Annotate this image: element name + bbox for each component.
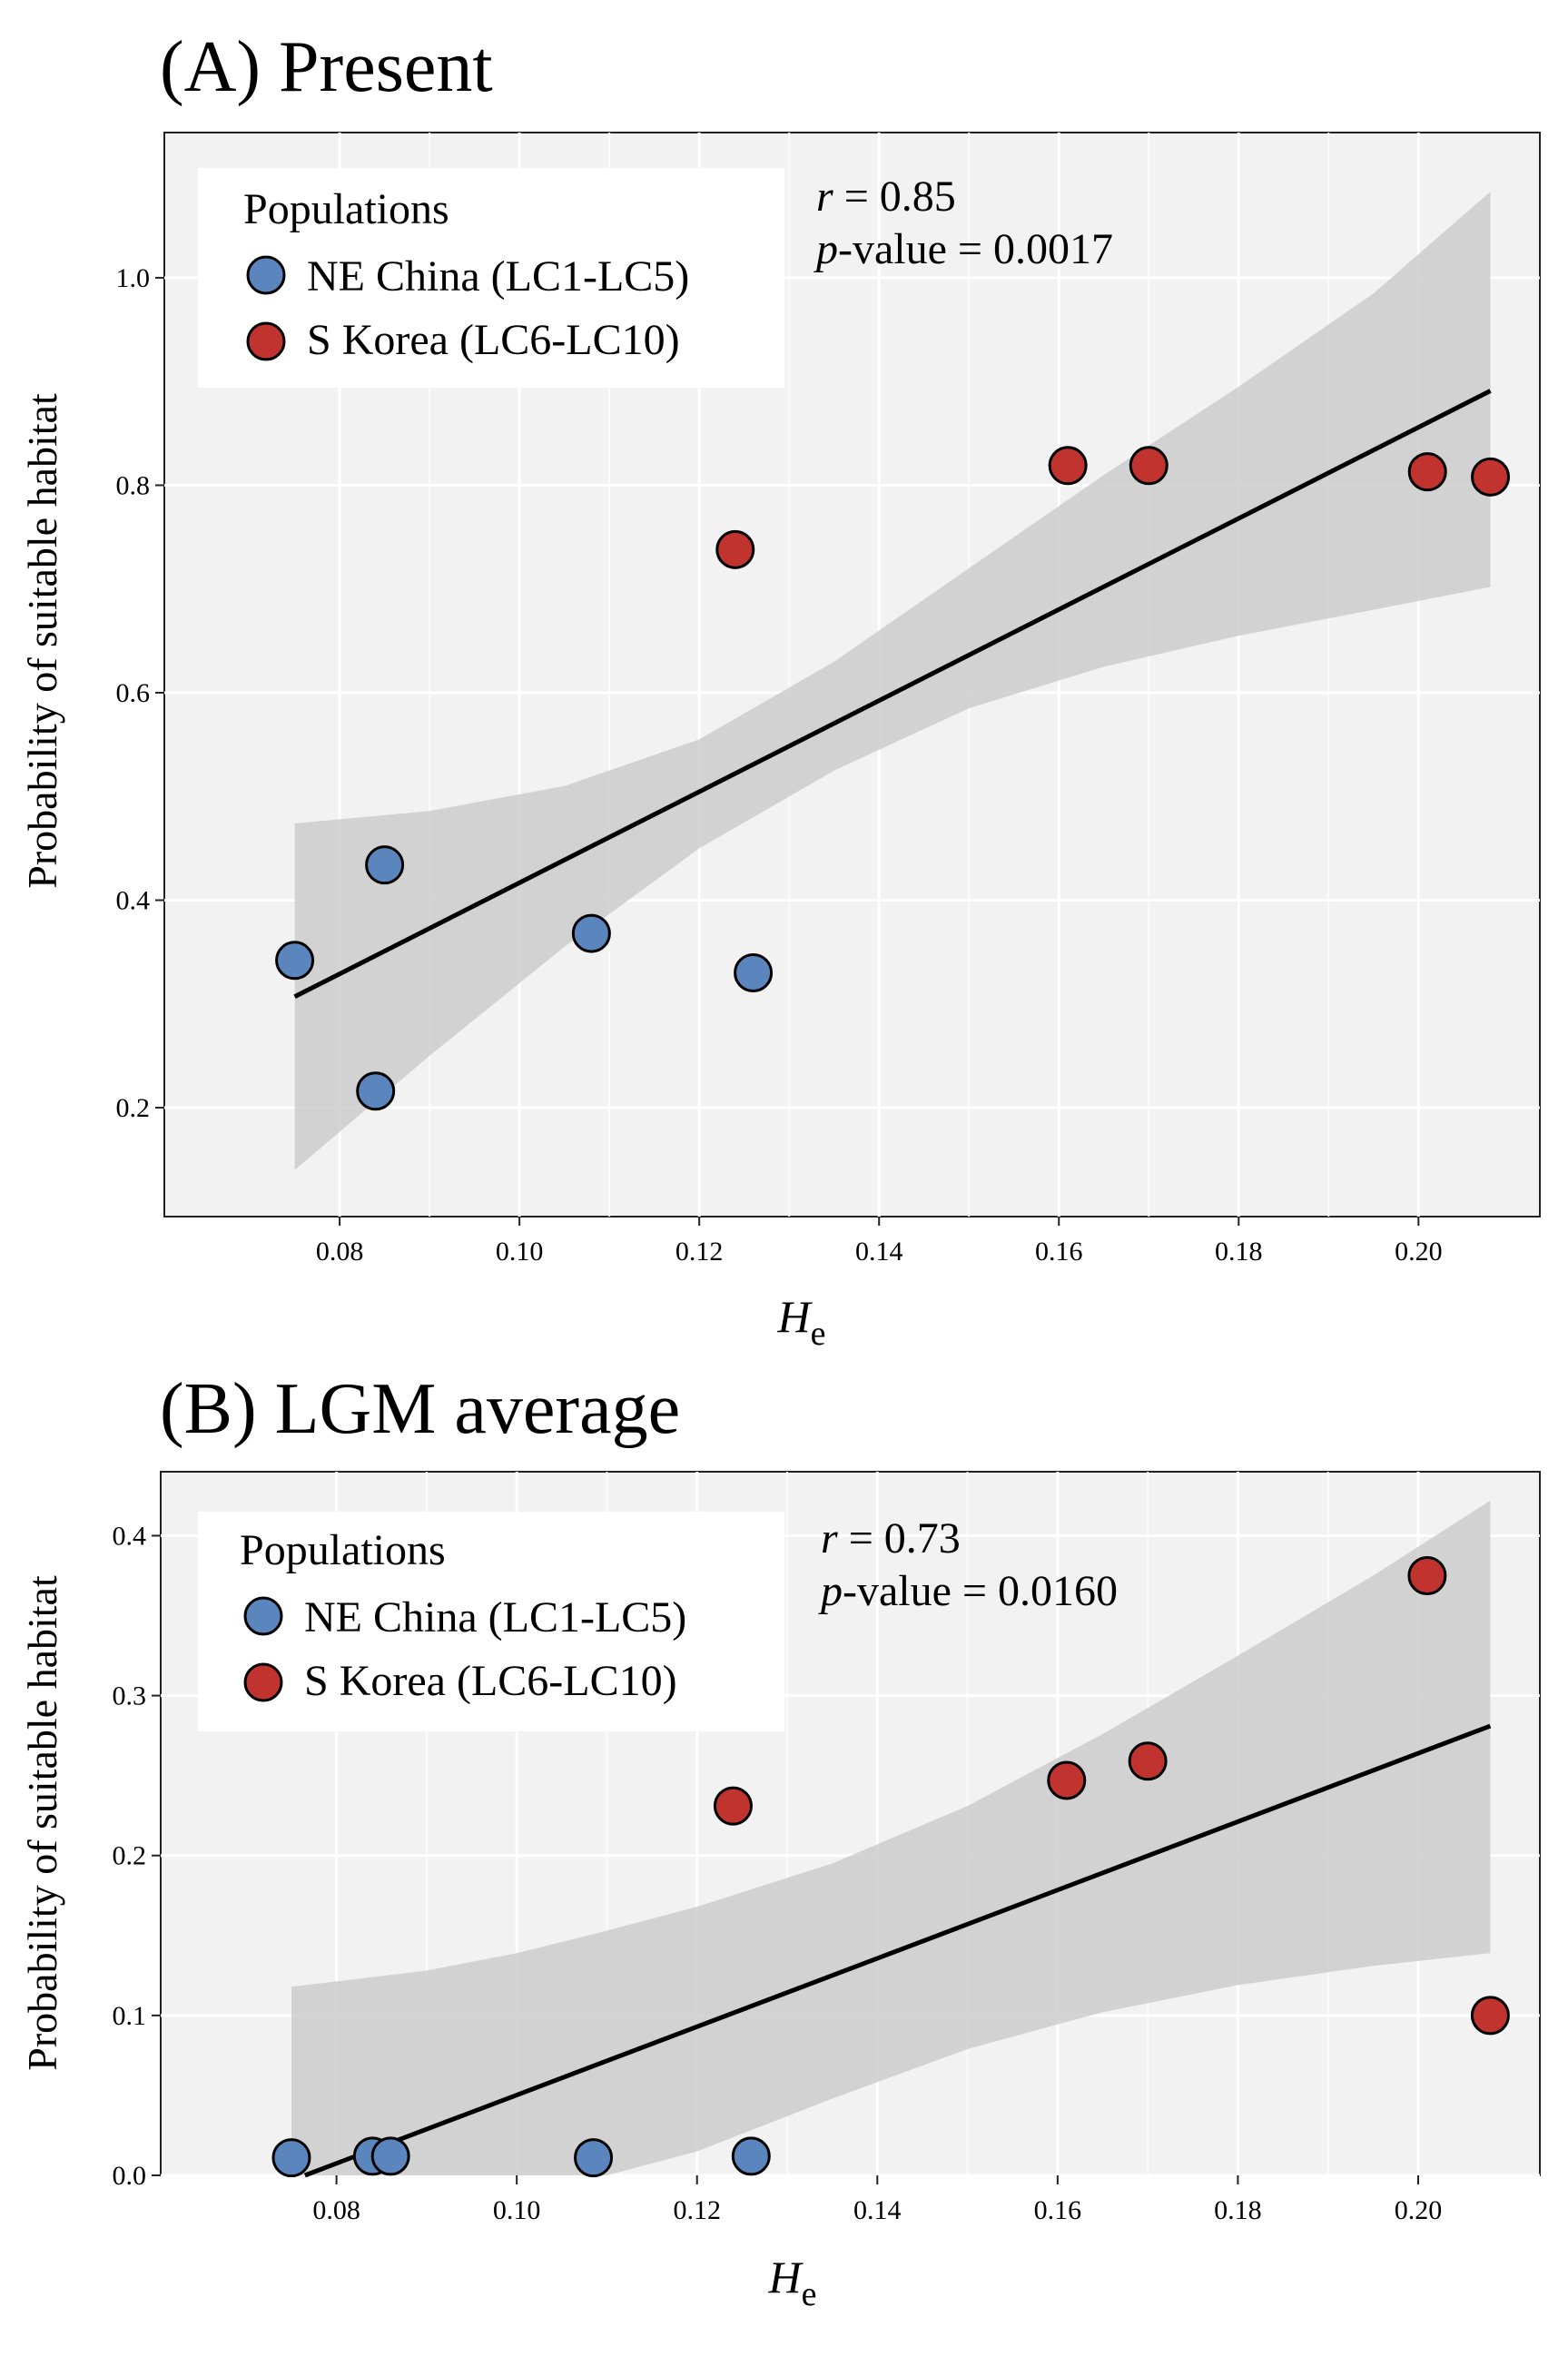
panel-a-x-ticks: 0.08 0.10 0.12 0.14 0.16 0.18 0.20 bbox=[316, 1217, 1443, 1267]
panel-b-legend-label-ne-china: NE China (LC1-LC5) bbox=[304, 1593, 686, 1642]
panel-b-y-tick-label: 0.1 bbox=[113, 2001, 147, 2031]
panel-a-y-tick-label: 0.6 bbox=[116, 678, 151, 708]
panel-b-p-annotation: p-value = 0.0160 bbox=[818, 1567, 1118, 1615]
panel-b-x-tick-label: 0.20 bbox=[1395, 2195, 1443, 2225]
panel-a-x-tick-label: 0.20 bbox=[1395, 1237, 1443, 1267]
panel-b-p-value: -value = 0.0160 bbox=[843, 1567, 1118, 1615]
panel-b-r-annotation: r = 0.73 bbox=[821, 1514, 961, 1563]
panel-b-point-ne-china bbox=[370, 2136, 410, 2176]
panel-b-point-ne-china bbox=[271, 2138, 311, 2178]
panel-b-fit-line-group bbox=[303, 1723, 1492, 2178]
panel-b-legend-marker-s-korea bbox=[243, 1662, 283, 1702]
panel-b-confidence-band bbox=[291, 1500, 1491, 2175]
panel-b-y-axis-label: Probability of suitable habitat bbox=[19, 1575, 65, 2071]
panel-b-y-tick-label: 0.3 bbox=[113, 1681, 147, 1711]
panel-b-x-ticks: 0.08 0.10 0.12 0.14 0.16 0.18 0.20 bbox=[312, 2175, 1442, 2225]
panel-a-x-tick-label: 0.12 bbox=[676, 1237, 724, 1267]
panel-b-p-symbol: p bbox=[818, 1567, 843, 1615]
panel-a-legend-marker-ne-china bbox=[246, 255, 286, 295]
panel-a-legend-title: Populations bbox=[243, 185, 449, 233]
panel-a-r-annotation: r = 0.85 bbox=[816, 173, 956, 221]
panel-a-x-axis-label: He bbox=[777, 1291, 826, 1353]
panel-a-point-s-korea bbox=[1407, 452, 1447, 492]
panel-b-legend-box bbox=[198, 1512, 784, 1731]
panel-b-title: (B) LGM average bbox=[160, 1369, 680, 1449]
panel-b-r-value: = 0.73 bbox=[838, 1514, 961, 1563]
panel-a-y-ticks: 0.2 0.4 0.6 0.8 1.0 bbox=[116, 263, 164, 1123]
panel-b-legend-marker-ne-china bbox=[243, 1596, 283, 1636]
panel-b-y-ticks: 0.0 0.1 0.2 0.3 0.4 bbox=[113, 1521, 161, 2191]
panel-a-legend-label-ne-china: NE China (LC1-LC5) bbox=[307, 252, 689, 301]
panel-b-y-tick-label: 0.4 bbox=[113, 1521, 147, 1551]
panel-b-points bbox=[271, 1555, 1510, 2178]
panel-b-point-s-korea bbox=[1128, 1741, 1168, 1781]
panel-b-x-tick-label: 0.14 bbox=[853, 2195, 902, 2225]
panel-b-x-tick-label: 0.12 bbox=[673, 2195, 721, 2225]
panel-a: (A) Present 0.08 0.10 0.12 0.14 0.16 0.18 0.20… bbox=[19, 27, 1541, 1353]
panel-b-point-s-korea bbox=[1407, 1555, 1447, 1595]
panel-a-point-ne-china bbox=[356, 1071, 396, 1111]
panel-b-y-tick-label: 0.2 bbox=[113, 1841, 147, 1871]
panel-b-x-axis-label: He bbox=[768, 2252, 817, 2313]
panel-b-x-axis-label-sub: e bbox=[802, 2275, 817, 2313]
panel-a-regression-line bbox=[293, 389, 1492, 1000]
panel-a-legend-box bbox=[198, 168, 784, 388]
panel-b-x-tick-label: 0.18 bbox=[1214, 2195, 1262, 2225]
panel-b-point-ne-china bbox=[574, 2138, 614, 2178]
panel-a-point-ne-china bbox=[275, 941, 315, 981]
panel-a-points bbox=[275, 446, 1511, 1111]
panel-a-y-tick-label: 1.0 bbox=[116, 263, 151, 293]
panel-b-legend-title: Populations bbox=[240, 1526, 446, 1574]
panel-b-point-s-korea bbox=[1047, 1760, 1087, 1800]
panel-b-confidence-band-group bbox=[291, 1500, 1491, 2175]
panel-a-point-s-korea bbox=[1471, 457, 1511, 497]
panel-b-y-tick-label: 0.0 bbox=[113, 2161, 147, 2191]
panel-b-point-s-korea bbox=[713, 1786, 753, 1826]
panel-b-x-tick-label: 0.10 bbox=[493, 2195, 541, 2225]
panel-a-x-tick-label: 0.18 bbox=[1215, 1237, 1263, 1267]
panel-a-y-tick-label: 0.4 bbox=[116, 886, 151, 916]
panel-a-point-ne-china bbox=[734, 952, 774, 992]
panel-a-legend-label-s-korea: S Korea (LC6-LC10) bbox=[307, 316, 680, 364]
panel-a-fit-line-group bbox=[293, 389, 1492, 1000]
panel-a-x-tick-label: 0.14 bbox=[855, 1237, 903, 1267]
panel-b-legend-label-s-korea: S Korea (LC6-LC10) bbox=[304, 1657, 677, 1705]
panel-a-y-tick-label: 0.2 bbox=[116, 1093, 151, 1123]
panel-a-legend-marker-s-korea bbox=[246, 321, 286, 361]
panel-a-x-axis-label-sub: e bbox=[811, 1315, 826, 1353]
panel-a-x-axis-label-main: H bbox=[777, 1291, 814, 1342]
panel-b: (B) LGM average 0.08 0.10 0.12 0.14 0.16 0.18… bbox=[19, 1369, 1541, 2313]
panel-a-point-s-korea bbox=[1129, 446, 1169, 486]
panel-a-x-tick-label: 0.08 bbox=[316, 1237, 364, 1267]
panel-a-p-annotation: p-value = 0.0017 bbox=[814, 225, 1113, 273]
panel-a-r-value: = 0.85 bbox=[833, 173, 956, 221]
panel-a-point-ne-china bbox=[365, 845, 405, 885]
panel-a-p-symbol: p bbox=[814, 225, 838, 273]
panel-b-x-tick-label: 0.16 bbox=[1034, 2195, 1082, 2225]
panel-b-legend: Populations NE China (LC1-LC5) S Korea (… bbox=[198, 1512, 784, 1731]
panel-a-x-tick-label: 0.10 bbox=[496, 1237, 544, 1267]
panel-a-y-tick-label: 0.8 bbox=[116, 470, 151, 500]
panel-b-point-ne-china bbox=[731, 2136, 771, 2176]
panel-b-x-tick-label: 0.08 bbox=[312, 2195, 360, 2225]
panel-a-y-axis-label: Probability of suitable habitat bbox=[19, 393, 65, 889]
panel-a-point-s-korea bbox=[1048, 446, 1088, 486]
panel-a-point-ne-china bbox=[571, 913, 611, 953]
panel-b-regression-line bbox=[303, 1723, 1492, 2178]
panel-b-x-axis-label-main: H bbox=[768, 2252, 804, 2302]
panel-b-point-s-korea bbox=[1470, 1996, 1510, 2036]
panel-a-legend: Populations NE China (LC1-LC5) S Korea (… bbox=[198, 168, 784, 388]
panel-a-title: (A) Present bbox=[160, 27, 493, 107]
panel-a-x-tick-label: 0.16 bbox=[1035, 1237, 1083, 1267]
panel-a-point-s-korea bbox=[715, 529, 755, 569]
panel-b-r-symbol: r bbox=[821, 1514, 838, 1563]
panel-a-r-symbol: r bbox=[816, 173, 833, 221]
panel-a-p-value: -value = 0.0017 bbox=[838, 225, 1113, 273]
